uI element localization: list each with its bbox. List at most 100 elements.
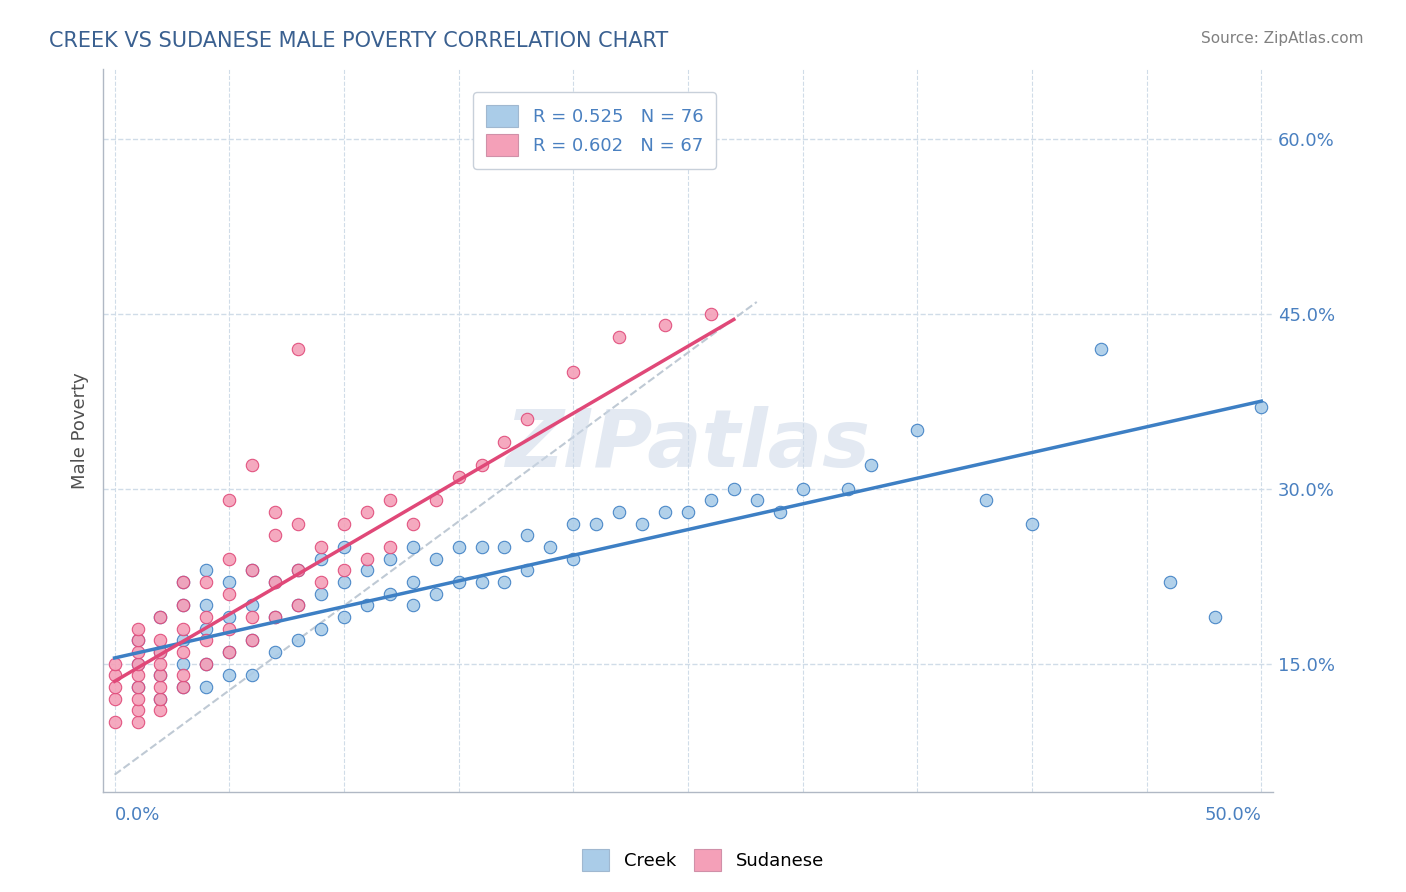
Point <box>240 668 263 682</box>
Point <box>538 540 561 554</box>
Point <box>218 551 240 566</box>
Point <box>264 610 287 624</box>
Point <box>104 668 127 682</box>
Point <box>333 610 356 624</box>
Point <box>149 633 172 648</box>
Point <box>287 633 309 648</box>
Point <box>218 645 240 659</box>
Point <box>792 482 814 496</box>
Point <box>287 342 309 356</box>
Point <box>149 657 172 671</box>
Point <box>172 680 194 694</box>
Point <box>104 680 127 694</box>
Point <box>470 458 492 473</box>
Text: 0.0%: 0.0% <box>115 806 160 824</box>
Point <box>172 599 194 613</box>
Point <box>172 599 194 613</box>
Point <box>172 680 194 694</box>
Point <box>149 691 172 706</box>
Point <box>172 633 194 648</box>
Point <box>402 575 425 590</box>
Point <box>218 622 240 636</box>
Point <box>516 528 538 542</box>
Point <box>309 540 332 554</box>
Point <box>127 680 149 694</box>
Point <box>195 622 218 636</box>
Point <box>287 516 309 531</box>
Point <box>172 645 194 659</box>
Point <box>425 493 447 508</box>
Point <box>494 435 516 450</box>
Point <box>447 575 470 590</box>
Point <box>127 633 149 648</box>
Point <box>287 563 309 577</box>
Point <box>172 575 194 590</box>
Point <box>562 365 585 379</box>
Point <box>425 587 447 601</box>
Point <box>218 575 240 590</box>
Point <box>127 680 149 694</box>
Point <box>378 551 401 566</box>
Point <box>1250 400 1272 414</box>
Point <box>195 657 218 671</box>
Point <box>425 551 447 566</box>
Point <box>264 575 287 590</box>
Point <box>974 493 997 508</box>
Point <box>127 715 149 730</box>
Point <box>723 482 745 496</box>
Point <box>309 622 332 636</box>
Point <box>127 622 149 636</box>
Point <box>287 599 309 613</box>
Point <box>195 657 218 671</box>
Point <box>654 318 676 333</box>
Point <box>607 330 630 344</box>
Point <box>1204 610 1226 624</box>
Point <box>172 622 194 636</box>
Point <box>309 575 332 590</box>
Point <box>631 516 654 531</box>
Point <box>356 599 378 613</box>
Point <box>240 563 263 577</box>
Point <box>287 599 309 613</box>
Point <box>494 575 516 590</box>
Point <box>264 505 287 519</box>
Point <box>494 540 516 554</box>
Point <box>218 668 240 682</box>
Point <box>264 645 287 659</box>
Point <box>218 610 240 624</box>
Point <box>309 551 332 566</box>
Point <box>195 599 218 613</box>
Point <box>402 540 425 554</box>
Legend: Creek, Sudanese: Creek, Sudanese <box>575 842 831 879</box>
Point <box>240 563 263 577</box>
Point <box>149 668 172 682</box>
Point <box>104 657 127 671</box>
Point <box>333 575 356 590</box>
Point <box>195 633 218 648</box>
Point <box>264 610 287 624</box>
Text: 50.0%: 50.0% <box>1205 806 1261 824</box>
Point <box>309 587 332 601</box>
Point <box>172 575 194 590</box>
Point <box>585 516 607 531</box>
Point <box>769 505 792 519</box>
Point <box>264 575 287 590</box>
Point <box>562 516 585 531</box>
Point <box>607 505 630 519</box>
Text: CREEK VS SUDANESE MALE POVERTY CORRELATION CHART: CREEK VS SUDANESE MALE POVERTY CORRELATI… <box>49 31 668 51</box>
Point <box>333 516 356 531</box>
Point <box>195 563 218 577</box>
Point <box>516 563 538 577</box>
Point <box>149 704 172 718</box>
Point <box>447 540 470 554</box>
Text: ZIPatlas: ZIPatlas <box>505 406 870 483</box>
Point <box>127 657 149 671</box>
Point <box>860 458 883 473</box>
Point <box>127 645 149 659</box>
Point <box>356 551 378 566</box>
Point <box>287 563 309 577</box>
Point <box>195 610 218 624</box>
Point <box>127 691 149 706</box>
Point <box>378 587 401 601</box>
Point <box>470 575 492 590</box>
